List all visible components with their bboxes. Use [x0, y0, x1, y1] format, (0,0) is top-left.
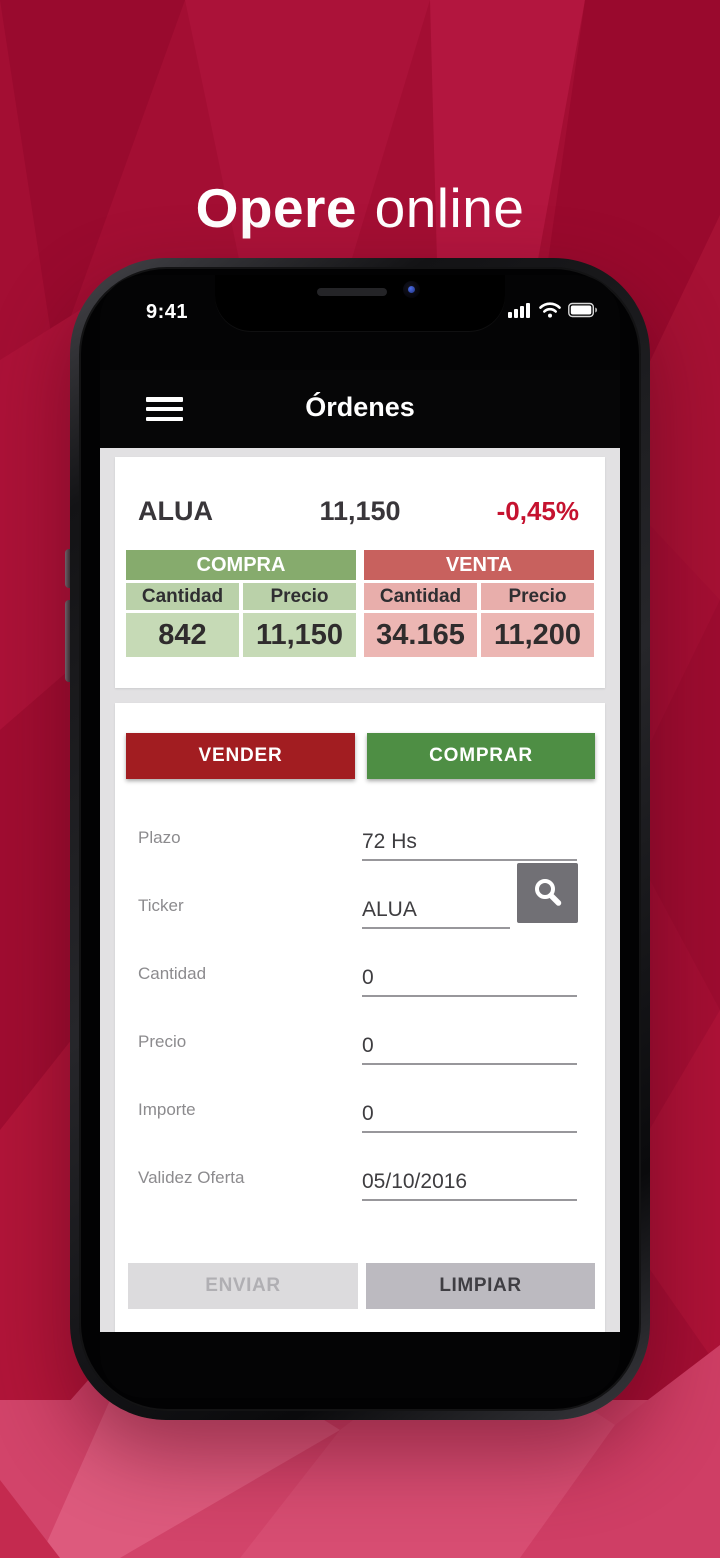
plazo-label: Plazo [138, 828, 181, 847]
field-row-plazo: Plazo 72 Hs [115, 811, 605, 861]
quote-row: ALUA 11,150 -0,45% [115, 496, 605, 526]
ticker-value: ALUA [362, 898, 417, 921]
ticker-label: Ticker [138, 896, 184, 915]
importe-label: Importe [138, 1100, 196, 1119]
importe-input[interactable]: 0 [362, 1083, 577, 1133]
book-sell-price: 11,200 [481, 613, 594, 657]
book-buy-price: 11,150 [243, 613, 356, 657]
status-bar: 9:41 [100, 299, 620, 327]
book-sell-header: VENTA [364, 550, 594, 580]
hamburger-menu-icon[interactable] [146, 397, 183, 421]
book-buy-quantity: 842 [126, 613, 239, 657]
order-form-card: VENDER COMPRAR Plazo 72 Hs Ticker ALUA [115, 703, 605, 1332]
field-row-validez-oferta: Validez Oferta 05/10/2016 [115, 1151, 605, 1201]
comprar-button[interactable]: COMPRAR [367, 733, 595, 779]
order-book-buy-side: COMPRA Cantidad Precio 842 11,150 [126, 550, 356, 660]
book-sell-quantity: 34.165 [364, 613, 477, 657]
field-row-cantidad: Cantidad 0 [115, 947, 605, 997]
phone-screen: 9:41 [100, 275, 620, 1398]
quote-ticker: ALUA [138, 496, 213, 526]
signal-icon [508, 303, 530, 318]
search-icon [534, 879, 561, 906]
app-body: ALUA 11,150 -0,45% COMPRA Cantidad Preci… [100, 448, 620, 1332]
page-title: Opere online [0, 178, 720, 238]
plazo-input[interactable]: 72 Hs [362, 811, 577, 861]
battery-icon [568, 302, 598, 318]
wifi-icon [539, 302, 561, 318]
field-row-precio: Precio 0 [115, 1015, 605, 1065]
book-buy-header: COMPRA [126, 550, 356, 580]
order-book: COMPRA Cantidad Precio 842 11,150 VE [126, 550, 594, 660]
importe-value: 0 [362, 1102, 374, 1125]
front-camera [403, 281, 420, 298]
phone-mockup: 9:41 [65, 258, 650, 1420]
page-title-regular: online [374, 176, 525, 239]
status-time: 9:41 [146, 301, 189, 323]
notch [215, 275, 505, 331]
quote-last-price: 11,150 [319, 496, 401, 526]
vender-button[interactable]: VENDER [126, 733, 355, 779]
validez-oferta-label: Validez Oferta [138, 1168, 245, 1187]
field-row-ticker: Ticker ALUA [115, 863, 605, 929]
quote-card: ALUA 11,150 -0,45% COMPRA Cantidad Preci… [115, 457, 605, 688]
speaker-grille [317, 288, 387, 296]
quote-change-percent: -0,45% [496, 496, 579, 526]
cantidad-value: 0 [362, 966, 374, 989]
app-header: Órdenes [100, 370, 620, 448]
ticker-input[interactable]: ALUA [362, 879, 510, 929]
book-buy-col-quantity: Cantidad [126, 583, 239, 610]
volume-button [65, 600, 74, 682]
app-title: Órdenes [305, 392, 415, 422]
precio-label: Precio [138, 1032, 187, 1051]
cantidad-label: Cantidad [138, 964, 207, 983]
field-row-importe: Importe 0 [115, 1083, 605, 1133]
validez-oferta-value: 05/10/2016 [362, 1170, 468, 1193]
cantidad-input[interactable]: 0 [362, 947, 577, 997]
mute-switch [65, 549, 74, 588]
precio-value: 0 [362, 1034, 374, 1057]
validez-oferta-input[interactable]: 05/10/2016 [362, 1151, 577, 1201]
book-buy-col-price: Precio [243, 583, 356, 610]
order-book-sell-side: VENTA Cantidad Precio 34.165 11,200 [364, 550, 594, 660]
book-sell-col-price: Precio [481, 583, 594, 610]
page-title-bold: Opere [195, 176, 358, 239]
ticker-search-button[interactable] [517, 863, 578, 923]
precio-input[interactable]: 0 [362, 1015, 577, 1065]
plazo-value: 72 Hs [362, 830, 417, 853]
enviar-button[interactable]: ENVIAR [128, 1263, 358, 1309]
limpiar-button[interactable]: LIMPIAR [366, 1263, 595, 1309]
book-sell-col-quantity: Cantidad [364, 583, 477, 610]
